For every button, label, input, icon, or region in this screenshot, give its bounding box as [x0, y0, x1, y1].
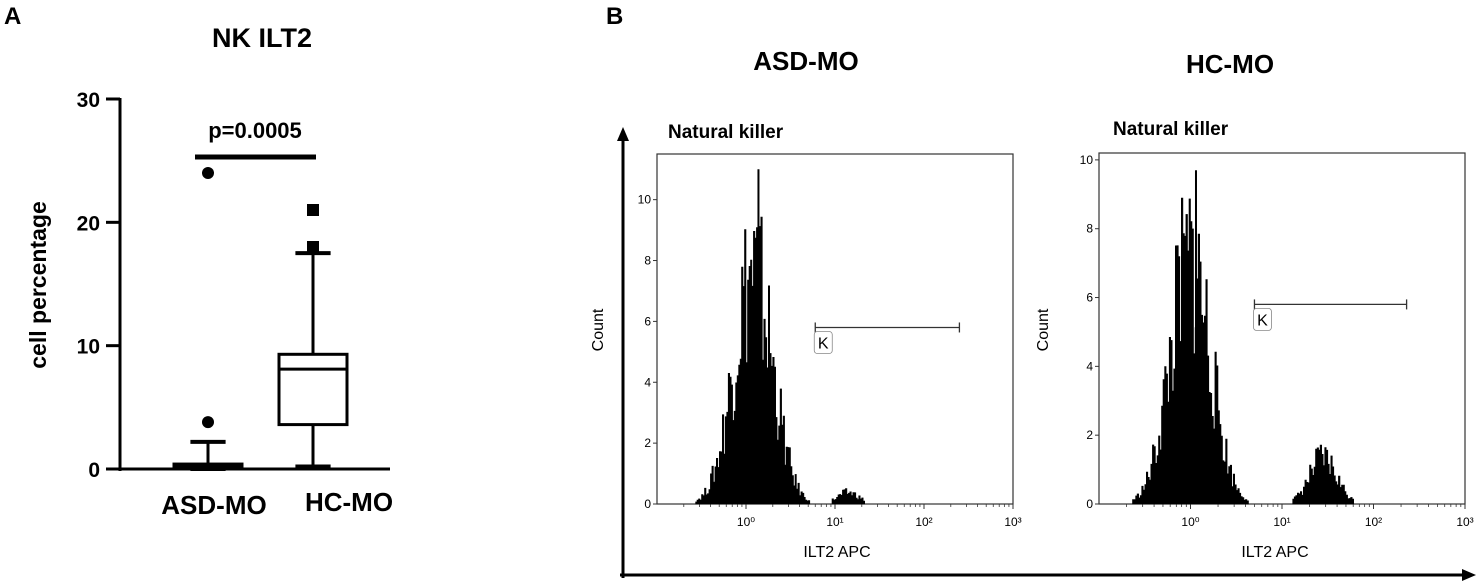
- histogram-bins: [1132, 197, 1354, 505]
- box-plot-y-tick-label: 10: [77, 336, 100, 359]
- histogram-y-tick-label: 6: [644, 314, 651, 328]
- histogram-y-tick-label: 2: [1086, 428, 1093, 442]
- histogram-1-x-label: ILT2 APC: [803, 544, 870, 561]
- histogram-y-tick-label: 8: [644, 254, 651, 268]
- histogram-y-tick-label: 6: [1086, 291, 1093, 305]
- box-plot-y-tick-label: 30: [77, 89, 100, 112]
- histogram-x-tick-label: 10³: [1004, 515, 1021, 529]
- histogram-x-tick-label: 10⁰: [737, 515, 755, 529]
- outlier-point: [202, 416, 214, 429]
- histogram-x-tick-label: 10²: [1365, 515, 1382, 529]
- box-plot-y-tick-label: 20: [77, 212, 100, 235]
- box-plot-axes: 0 10 20 30: [77, 89, 390, 482]
- histogram-bins: [695, 216, 865, 505]
- outlier-point: [307, 241, 319, 253]
- histogram-y-tick-label: 0: [1086, 497, 1093, 511]
- histogram-2-title: HC-MO: [1186, 49, 1274, 79]
- histogram-1-y-label: Count: [590, 308, 607, 351]
- histogram-x-tick-label: 10³: [1456, 515, 1473, 529]
- histogram-x-tick-label: 10¹: [1273, 515, 1290, 529]
- histogram-x-tick-label: 10²: [915, 515, 932, 529]
- histogram-1-title: ASD-MO: [753, 46, 858, 76]
- histogram-hc-mo: Natural killer Count ILT2 APC 0 2 4 6 8 10 10⁰…: [1035, 119, 1474, 561]
- x-category-hc-mo: HC-MO: [305, 487, 393, 517]
- box-plot-y-axis-label: cell percentage: [25, 201, 51, 368]
- gate-label-box: [1253, 308, 1272, 331]
- histogram-y-tick-label: 10: [638, 193, 652, 207]
- x-category-asd-mo: ASD-MO: [161, 490, 266, 520]
- histogram-y-tick-label: 8: [1086, 222, 1093, 236]
- histogram-x-tick-label: 10⁰: [1181, 515, 1199, 529]
- gate-label: K: [818, 335, 829, 352]
- panel-b-axis-arrows: [617, 127, 1476, 581]
- box-plot-marks: [172, 154, 349, 471]
- gate-label-box: [813, 331, 833, 354]
- outlier-point: [307, 204, 319, 216]
- histogram-x-tick-label: 10¹: [826, 515, 843, 529]
- histogram-1-subtitle: Natural killer: [668, 122, 784, 143]
- histogram-asd-mo: Natural killer Count ILT2 APC 0 2 4 6 8 10 10⁰…: [590, 122, 1022, 561]
- box-plot-y-tick-label: 0: [88, 459, 100, 482]
- histogram-y-tick-label: 2: [644, 436, 651, 450]
- histogram-2-y-label: Count: [1035, 308, 1052, 351]
- p-value-annotation: p=0.0005: [208, 118, 302, 143]
- histogram-2-subtitle: Natural killer: [1113, 119, 1229, 140]
- histogram-y-tick-label: 4: [644, 375, 651, 389]
- histogram-2-x-label: ILT2 APC: [1241, 544, 1308, 561]
- box-plot: NK ILT2 cell percentage 0 10 20 30 ASD-MO H…: [25, 23, 393, 520]
- box-hc-mo-iqr: [277, 352, 349, 427]
- panel-a-letter: A: [4, 3, 21, 30]
- panel-b-letter: B: [606, 3, 623, 30]
- histogram-y-tick-label: 4: [1086, 359, 1093, 373]
- outlier-point: [202, 167, 214, 179]
- gate-label: K: [1257, 312, 1268, 329]
- histogram-y-tick-label: 10: [1080, 153, 1094, 167]
- histogram-y-tick-label: 0: [644, 497, 651, 511]
- box-plot-title: NK ILT2: [212, 23, 312, 53]
